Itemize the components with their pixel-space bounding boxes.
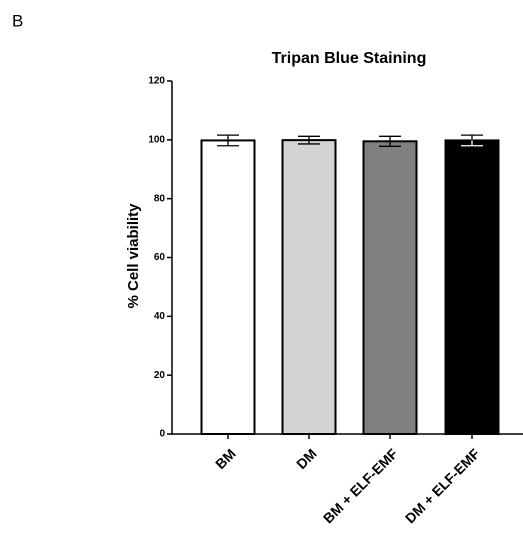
x-tick-label: BM + ELF-EMF <box>320 445 401 526</box>
chart-title: Tripan Blue Staining <box>272 50 427 67</box>
y-tick-label: 40 <box>154 311 166 322</box>
error-bar <box>379 135 401 147</box>
y-tick-label: 100 <box>148 134 165 145</box>
bar <box>444 139 500 435</box>
bar <box>362 140 418 435</box>
y-tick-label: 20 <box>154 370 166 381</box>
x-tick-label: BM <box>212 445 239 472</box>
bar <box>200 139 256 435</box>
x-tick-label: DM <box>293 445 320 472</box>
y-tick-label: 80 <box>154 193 166 204</box>
error-bar <box>217 134 239 147</box>
bar <box>281 139 337 435</box>
y-tick-label: 60 <box>154 252 166 263</box>
error-bar <box>298 135 320 145</box>
y-tick-label: 120 <box>148 76 165 87</box>
y-axis-label: % Cell viability <box>125 203 142 309</box>
error-bar-cap <box>461 134 483 141</box>
y-tick-label: 0 <box>159 429 165 440</box>
x-tick-label: DM + ELF-EMF <box>402 445 483 526</box>
panel-label: B <box>12 11 23 30</box>
